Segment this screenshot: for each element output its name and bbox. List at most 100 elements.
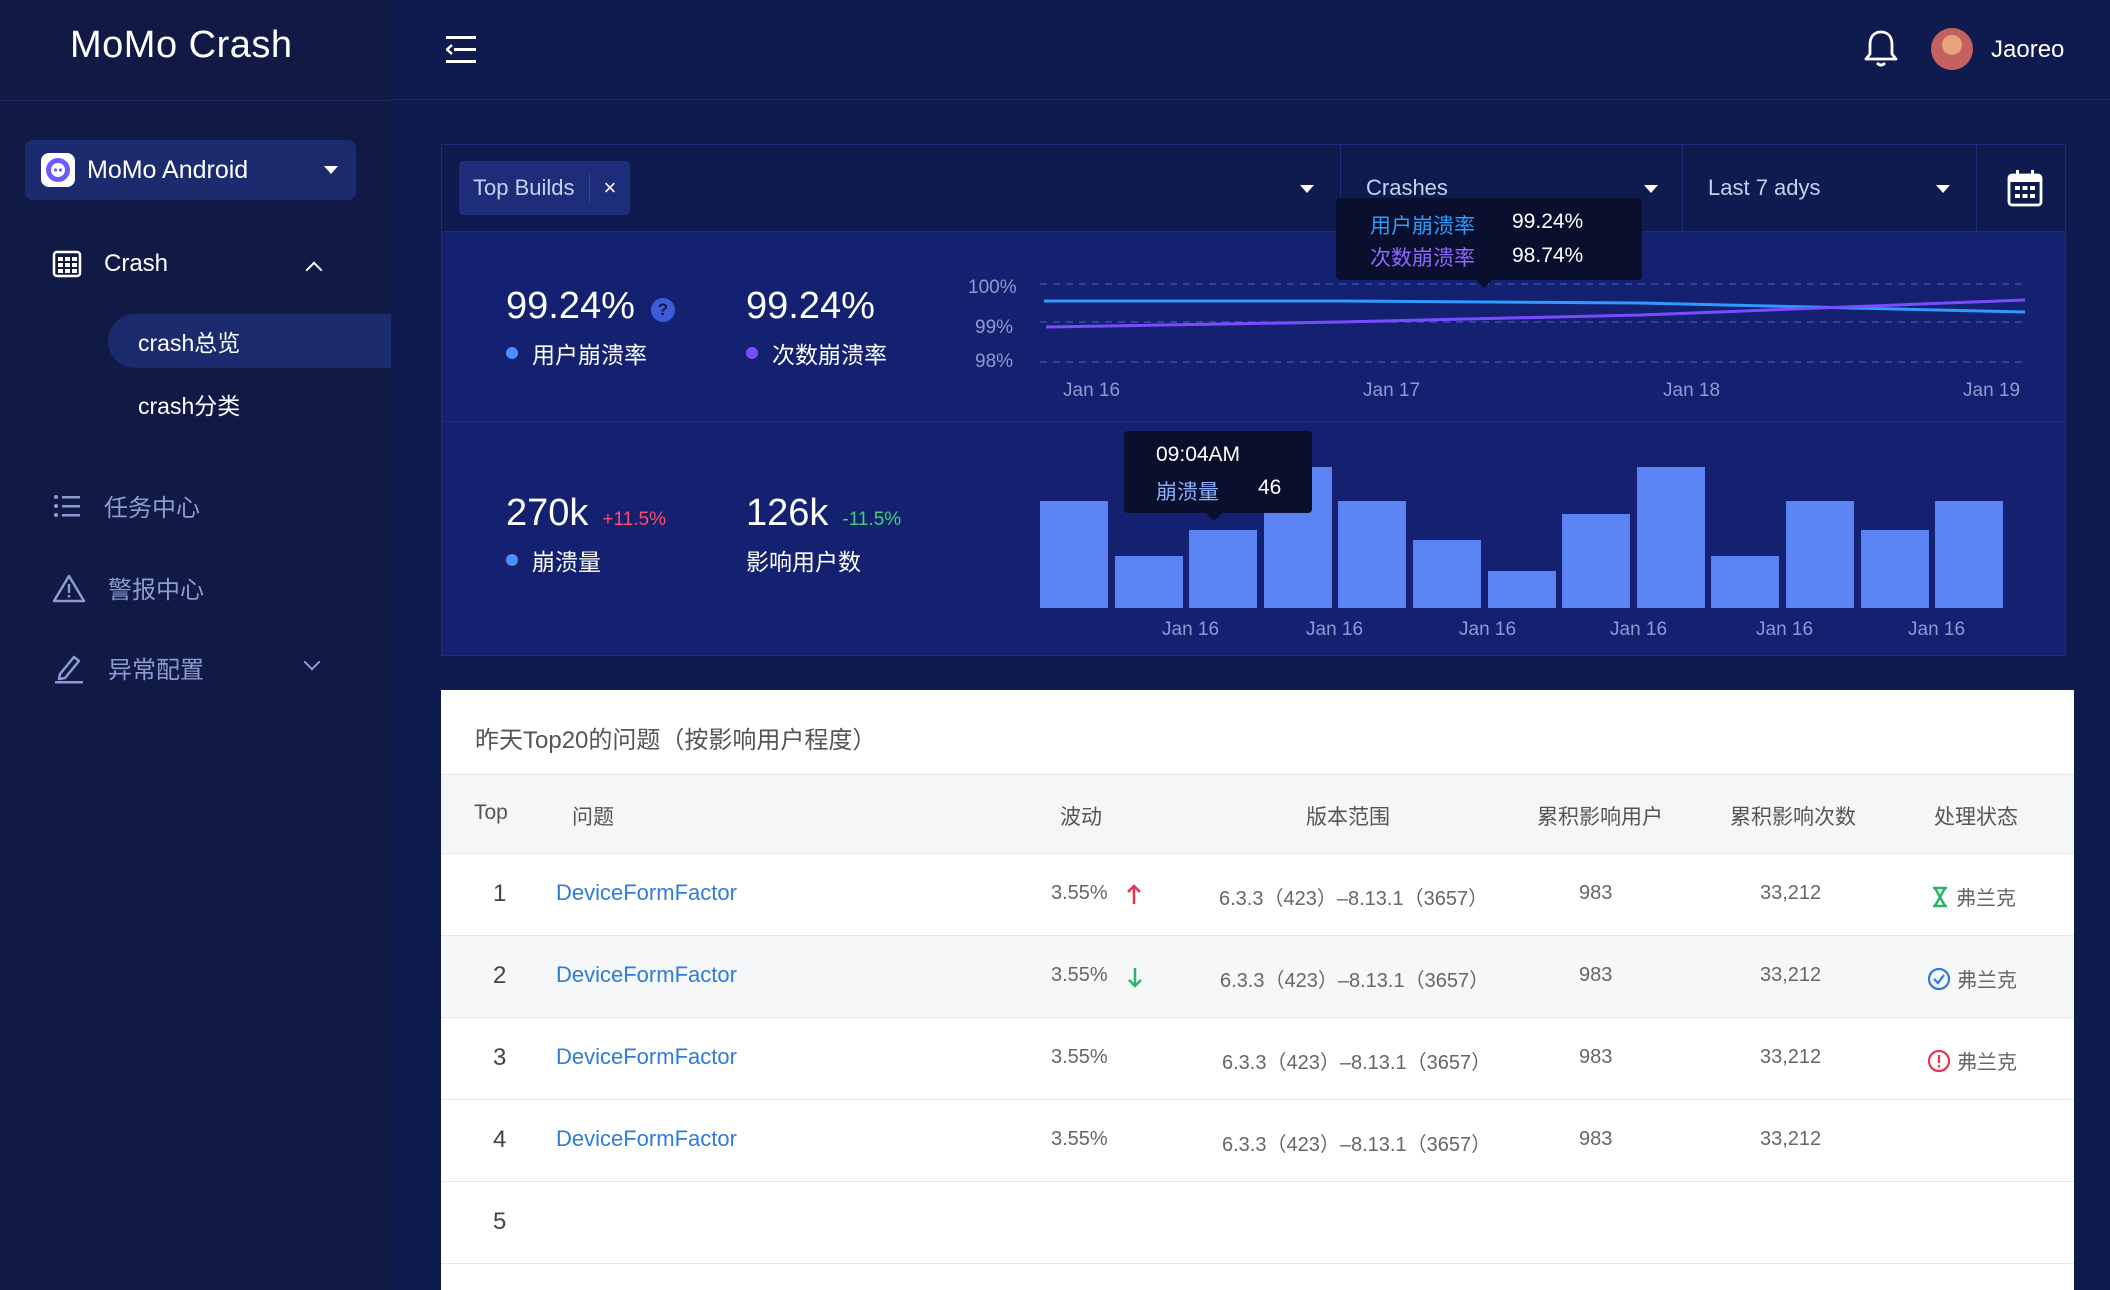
- cell-top: 5: [493, 1208, 507, 1235]
- sidebar-item-crash[interactable]: Crash: [52, 250, 168, 278]
- x-tick-label: Jan 16: [1162, 619, 1220, 640]
- sidebar-subitem-label: crash总览: [138, 330, 241, 356]
- column-header: 累积影响用户: [1537, 806, 1663, 829]
- issue-link[interactable]: DeviceFormFactor: [556, 880, 737, 905]
- divider: [588, 174, 590, 202]
- bar[interactable]: [1935, 501, 2003, 608]
- table-row[interactable]: 5: [441, 1182, 2074, 1264]
- bar[interactable]: [1488, 571, 1556, 608]
- x-tick-label: Jan 16: [1610, 619, 1668, 640]
- momo-logo-icon: [41, 153, 75, 187]
- legend-dot: [506, 347, 518, 359]
- sidebar-subitem-crash-overview[interactable]: crash总览: [108, 314, 391, 368]
- legend-dot: [746, 347, 758, 359]
- cell-top: 3: [493, 1044, 507, 1071]
- stat-value: 126k: [746, 492, 829, 534]
- bar[interactable]: [1861, 530, 1929, 608]
- help-icon[interactable]: ?: [650, 297, 675, 322]
- sidebar-item-label: 警报中心: [108, 577, 204, 604]
- chevron-down-icon[interactable]: [303, 653, 321, 671]
- hourglass-icon: [1933, 886, 1947, 907]
- bar[interactable]: [1338, 501, 1406, 608]
- table-row[interactable]: 3 DeviceFormFactor 3.55% 6.3.3（423）–8.13…: [441, 1018, 2074, 1100]
- column-header: Top: [474, 801, 508, 824]
- bar[interactable]: [1711, 556, 1779, 608]
- sidebar-item-task-center[interactable]: 任务中心: [52, 488, 200, 523]
- cell-users: 983: [1579, 882, 1613, 904]
- table-row[interactable]: 4 DeviceFormFactor 3.55% 6.3.3（423）–8.13…: [441, 1100, 2074, 1182]
- sidebar-subitem-label: crash分类: [138, 393, 241, 419]
- cell-users: 983: [1579, 1046, 1613, 1068]
- issue-link[interactable]: DeviceFormFactor: [556, 1126, 737, 1151]
- stat-label: 崩溃量: [532, 549, 601, 575]
- app-title: MoMo Crash: [70, 24, 293, 66]
- stat-value: 99.24%: [746, 285, 875, 327]
- issue-link[interactable]: DeviceFormFactor: [556, 962, 737, 987]
- status-label: 弗兰克: [1957, 1052, 2017, 1074]
- stat-count-crash-rate: 99.24% 次数崩溃率: [746, 285, 887, 370]
- sidebar-subitem-crash-category[interactable]: crash分类: [108, 377, 391, 431]
- cell-version: 6.3.3（423）–8.13.1（3657）: [1220, 970, 1490, 992]
- arrow-down-icon: [1128, 968, 1142, 988]
- metric-dropdown[interactable]: Crashes: [1366, 175, 1448, 200]
- bar-tooltip: 09:04AM 崩溃量 46: [1124, 431, 1312, 521]
- cell-top: 2: [493, 962, 507, 989]
- y-tick-label: 99%: [975, 317, 1014, 338]
- x-tick-label: Jan 16: [1306, 619, 1364, 640]
- edit-icon: [55, 655, 83, 683]
- menu-collapse-icon[interactable]: [446, 35, 478, 65]
- list-icon: [54, 494, 80, 517]
- bar[interactable]: [1115, 556, 1183, 608]
- tooltip-label: 次数崩溃率: [1370, 247, 1475, 270]
- app-selector[interactable]: MoMo Android: [25, 140, 356, 200]
- stat-crash-count: 270k +11.5% 崩溃量: [506, 492, 666, 577]
- cell-status: 弗兰克: [1927, 1046, 2017, 1075]
- filter-chip-top-builds[interactable]: Top Builds ×: [459, 161, 631, 215]
- stat-value: 99.24%: [506, 285, 635, 327]
- close-icon[interactable]: ×: [603, 175, 617, 200]
- x-tick-label: Jan 19: [1963, 380, 2021, 401]
- table-header: Top 问题 波动 版本范围 累积影响用户 累积影响次数 处理状态: [441, 774, 2074, 854]
- cell-version: 6.3.3（423）–8.13.1（3657）: [1219, 888, 1489, 910]
- bar[interactable]: [1189, 530, 1257, 608]
- cell-status: 弗兰克: [1927, 964, 2017, 993]
- stat-delta: +11.5%: [602, 509, 666, 530]
- stat-value: 270k: [506, 492, 589, 534]
- bar[interactable]: [1040, 501, 1108, 608]
- avatar[interactable]: [1931, 28, 1973, 70]
- x-tick-label: Jan 18: [1663, 380, 1721, 401]
- bar[interactable]: [1562, 514, 1630, 608]
- bell-icon[interactable]: [1863, 28, 1899, 68]
- table-row[interactable]: 2 DeviceFormFactor 3.55% 6.3.3（423）–8.13…: [441, 936, 2074, 1018]
- y-tick-label: 100%: [968, 277, 1017, 298]
- cell-status: 弗兰克: [1930, 882, 2016, 911]
- username[interactable]: Jaoreo: [1991, 36, 2065, 63]
- cell-change: 3.55%: [1051, 1046, 1108, 1068]
- tooltip-label: 崩溃量: [1156, 481, 1219, 504]
- cell-version: 6.3.3（423）–8.13.1（3657）: [1222, 1052, 1492, 1074]
- sidebar-item-alert-center[interactable]: 警报中心: [52, 570, 204, 605]
- bar[interactable]: [1413, 540, 1481, 608]
- column-header: 问题: [572, 806, 614, 829]
- bar[interactable]: [1637, 467, 1705, 608]
- divider: [1340, 145, 1341, 233]
- caret-down-icon[interactable]: [1936, 185, 1950, 193]
- caret-down-icon[interactable]: [1644, 185, 1658, 193]
- sidebar-item-label: 异常配置: [108, 657, 204, 684]
- chevron-up-icon[interactable]: [305, 261, 323, 279]
- x-tick-label: Jan 16: [1908, 619, 1966, 640]
- sidebar-item-exception-config[interactable]: 异常配置: [52, 650, 204, 685]
- bar[interactable]: [1786, 501, 1854, 608]
- table-row[interactable]: 1 DeviceFormFactor 3.55% 6.3.3（423）–8.13…: [441, 854, 2074, 936]
- caret-down-icon[interactable]: [1300, 185, 1314, 193]
- divider: [1682, 145, 1683, 233]
- warning-icon: [52, 574, 86, 602]
- tooltip-value: 46: [1258, 476, 1282, 499]
- stat-affected-users: 126k -11.5% 影响用户数: [746, 492, 901, 577]
- stat-label: 用户崩溃率: [532, 342, 647, 368]
- calendar-icon[interactable]: [2007, 169, 2043, 207]
- issue-link[interactable]: DeviceFormFactor: [556, 1044, 737, 1069]
- range-dropdown[interactable]: Last 7 adys: [1708, 175, 1821, 200]
- cell-count: 33,212: [1760, 964, 1822, 986]
- grid-icon: [52, 250, 82, 278]
